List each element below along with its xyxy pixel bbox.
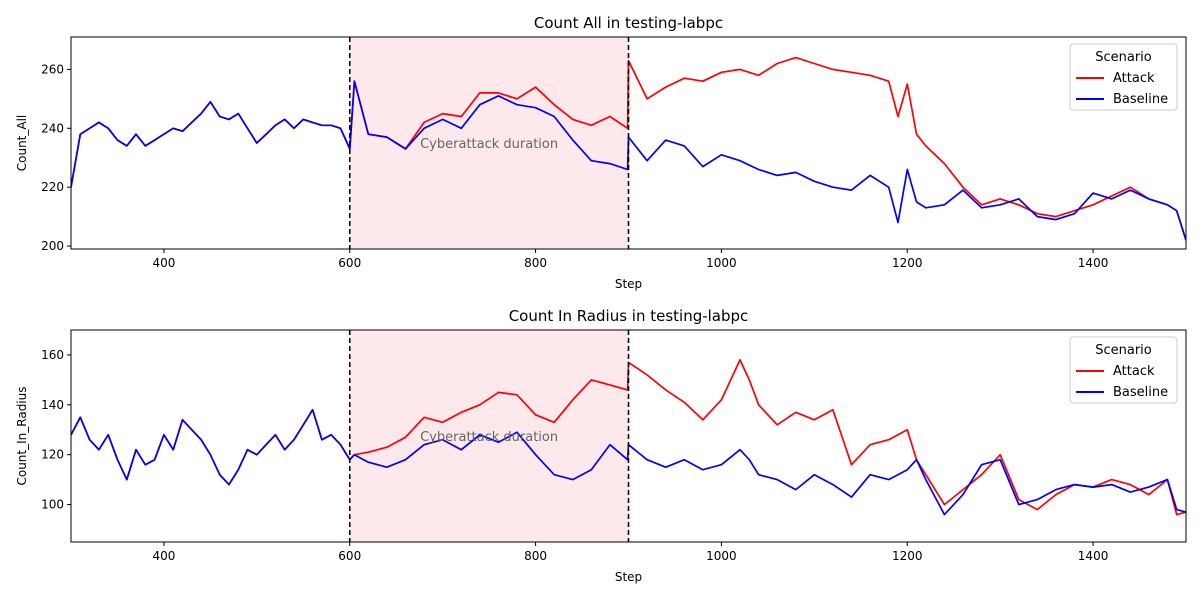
x-axis-title: Step (615, 570, 642, 584)
legend-label-attack: Attack (1113, 364, 1155, 379)
series-line-baseline (71, 408, 1186, 516)
shaded-region-label: Cyberattack duration (420, 430, 558, 445)
y-tick-label: 200 (41, 239, 64, 253)
y-axis-title: Count_All (15, 115, 29, 172)
y-tick-label: 220 (41, 180, 64, 194)
series-line-baseline (71, 80, 1186, 241)
y-tick-label: 140 (41, 398, 64, 412)
x-tick-label: 400 (152, 256, 175, 270)
chart-title: Count In Radius in testing-labpc (509, 307, 749, 325)
legend-box (1069, 336, 1178, 404)
plot-frame (70, 36, 1187, 250)
x-tick-label: 1400 (1078, 549, 1109, 563)
x-axis-title: Step (615, 277, 642, 291)
x-tick-label: 1200 (892, 549, 923, 563)
x-tick-label: 1000 (706, 256, 737, 270)
y-tick-label: 160 (41, 348, 64, 362)
x-tick-label: 1000 (706, 549, 737, 563)
shaded-region-label: Cyberattack duration (420, 137, 558, 152)
plot-frame (70, 329, 1187, 543)
y-tick-label: 100 (41, 498, 64, 512)
x-tick-label: 600 (338, 549, 361, 563)
x-tick-label: 400 (152, 549, 175, 563)
attack-shaded-region (349, 330, 629, 542)
legend-label-baseline: Baseline (1113, 385, 1168, 400)
x-tick-label: 1200 (892, 256, 923, 270)
x-tick-label: 800 (524, 256, 547, 270)
plot-lines (71, 359, 1186, 516)
legend-title: Scenario (1095, 50, 1152, 65)
legend-title: Scenario (1095, 343, 1152, 358)
legend: Scenario Attack Baseline (1069, 336, 1178, 404)
y-tick-label: 120 (41, 448, 64, 462)
x-tick-label: 800 (524, 549, 547, 563)
legend: Scenario Attack Baseline (1069, 43, 1178, 111)
y-axis-title: Count_In_Radius (15, 386, 29, 485)
legend-label-attack: Attack (1113, 71, 1155, 86)
legend-label-baseline: Baseline (1113, 92, 1168, 107)
y-tick-label: 260 (41, 62, 64, 76)
chart-panel-2: Cyberattack duration 400 600 800 1000 1200 140… (15, 307, 1187, 584)
chart-title: Count All in testing-labpc (534, 14, 723, 32)
plot-lines (71, 56, 1186, 241)
x-tick-label: 1400 (1078, 256, 1109, 270)
legend-box (1069, 43, 1178, 111)
y-tick-label: 240 (41, 121, 64, 135)
x-tick-label: 600 (338, 256, 361, 270)
chart-panel-1: Cyberattack duration 400 600 800 1000 1200 140… (15, 14, 1187, 291)
